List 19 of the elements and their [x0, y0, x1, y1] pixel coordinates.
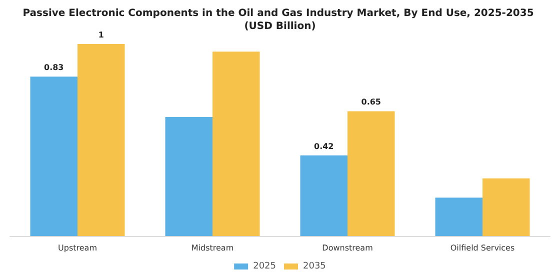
data-label: 0.83 [44, 63, 64, 72]
bar [435, 198, 482, 236]
legend-label: 2025 [253, 262, 276, 272]
bar [348, 111, 395, 236]
x-tick-label: Oilfield Services [450, 244, 515, 252]
bar [212, 52, 260, 236]
x-tick-label: Upstream [58, 244, 98, 252]
x-tick-label: Downstream [322, 244, 374, 252]
data-label: 1 [98, 30, 104, 40]
bar [78, 44, 125, 236]
bar [30, 76, 78, 236]
data-label: 0.42 [314, 142, 334, 151]
data-label: 0.65 [361, 98, 382, 107]
chart-title: Passive Electronic Components in the Oil and Gas Industry Market, By End Use, 2025-2035 (USD Billion) [22, 8, 538, 32]
bar [482, 178, 530, 236]
bar [300, 155, 348, 236]
x-tick-label: Midstream [191, 244, 234, 252]
legend-label: 2035 [303, 262, 326, 272]
bar [165, 116, 212, 236]
